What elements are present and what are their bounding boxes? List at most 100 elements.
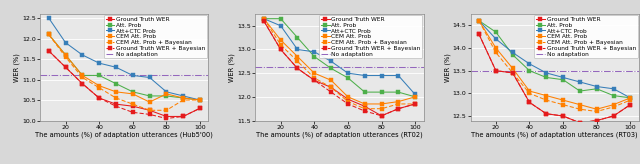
Att. Prob — [260, 18, 268, 20]
CEM Att. Prob — [327, 79, 335, 81]
Line: CEM Att. Prob: CEM Att. Prob — [477, 19, 632, 111]
Line: Ground Truth WER: Ground Truth WER — [262, 20, 417, 117]
CEM Att. Prob — [146, 101, 154, 103]
Y-axis label: WER (%): WER (%) — [14, 53, 20, 82]
Ground Truth WER + Bayesian — [146, 113, 154, 115]
Ground Truth WER + Bayesian — [576, 122, 584, 124]
CEM Att. Prob + Bayesian — [593, 111, 600, 113]
X-axis label: The amounts (%) of adaptation utterances (Hub5'00): The amounts (%) of adaptation utterances… — [35, 132, 213, 138]
Att+CTC Prob — [627, 97, 634, 99]
Att+CTC Prob — [361, 75, 369, 77]
CEM Att. Prob + Bayesian — [492, 51, 500, 53]
CEM Att. Prob — [361, 103, 369, 105]
CEM Att. Prob — [163, 93, 170, 95]
Line: Ground Truth WER + Bayesian: Ground Truth WER + Bayesian — [477, 33, 632, 124]
X-axis label: The amounts (%) of adaptation utterances (RT03): The amounts (%) of adaptation utterances… — [472, 132, 638, 138]
CEM Att. Prob + Bayesian — [45, 33, 52, 35]
Att. Prob — [509, 54, 516, 56]
Line: Att+CTC Prob: Att+CTC Prob — [477, 19, 632, 99]
Ground Truth WER + Bayesian — [294, 67, 301, 69]
CEM Att. Prob — [559, 99, 567, 101]
Line: Ground Truth WER: Ground Truth WER — [477, 33, 632, 124]
CEM Att. Prob — [378, 103, 385, 105]
CEM Att. Prob + Bayesian — [559, 104, 567, 106]
CEM Att. Prob + Bayesian — [260, 18, 268, 20]
No adaptation — [28, 74, 36, 76]
Ground Truth WER — [327, 86, 335, 88]
Att+CTC Prob — [112, 66, 120, 68]
Att. Prob — [576, 90, 584, 92]
Ground Truth WER + Bayesian — [492, 70, 500, 72]
Att. Prob — [45, 33, 52, 35]
No adaptation — [460, 70, 468, 72]
Att. Prob — [277, 18, 285, 20]
Ground Truth WER — [95, 97, 103, 99]
Att. Prob — [610, 95, 618, 97]
Att+CTC Prob — [394, 75, 402, 77]
CEM Att. Prob — [492, 47, 500, 49]
CEM Att. Prob + Bayesian — [627, 99, 634, 101]
CEM Att. Prob + Bayesian — [95, 87, 103, 89]
Ground Truth WER + Bayesian — [344, 103, 352, 105]
Ground Truth WER + Bayesian — [559, 115, 567, 117]
Att. Prob — [294, 37, 301, 39]
Att+CTC Prob — [129, 74, 136, 76]
CEM Att. Prob — [509, 67, 516, 69]
CEM Att. Prob + Bayesian — [79, 76, 86, 78]
CEM Att. Prob — [294, 56, 301, 58]
Att+CTC Prob — [95, 62, 103, 64]
CEM Att. Prob — [475, 20, 483, 22]
CEM Att. Prob — [277, 39, 285, 41]
Att. Prob — [310, 56, 318, 58]
Ground Truth WER + Bayesian — [310, 79, 318, 81]
CEM Att. Prob — [525, 90, 533, 92]
Att. Prob — [112, 83, 120, 85]
Att. Prob — [61, 54, 69, 56]
Y-axis label: WER (%): WER (%) — [229, 53, 236, 82]
Legend: Ground Truth WER, Att. Prob, Att+CTC Prob, CEM Att. Prob, CEM Att. Prob + Bayesi: Ground Truth WER, Att. Prob, Att+CTC Pro… — [104, 15, 207, 58]
Ground Truth WER + Bayesian — [509, 72, 516, 74]
Ground Truth WER + Bayesian — [361, 110, 369, 112]
Line: Ground Truth WER: Ground Truth WER — [47, 49, 202, 118]
Line: Ground Truth WER + Bayesian: Ground Truth WER + Bayesian — [262, 20, 417, 117]
CEM Att. Prob — [593, 108, 600, 110]
Ground Truth WER + Bayesian — [593, 120, 600, 122]
X-axis label: The amounts (%) of adaptation utterances (RT02): The amounts (%) of adaptation utterances… — [256, 132, 423, 138]
Ground Truth WER + Bayesian — [79, 83, 86, 85]
Att. Prob — [378, 91, 385, 93]
Att. Prob — [95, 74, 103, 76]
Ground Truth WER — [179, 115, 187, 117]
Ground Truth WER — [509, 72, 516, 74]
Ground Truth WER + Bayesian — [196, 107, 204, 109]
Ground Truth WER — [394, 108, 402, 110]
Ground Truth WER + Bayesian — [179, 115, 187, 117]
CEM Att. Prob — [61, 54, 69, 56]
Legend: Ground Truth WER, Att. Prob, Att+CTC Prob, CEM Att. Prob, CEM Att. Prob + Bayesi: Ground Truth WER, Att. Prob, Att+CTC Pro… — [319, 15, 422, 58]
CEM Att. Prob — [179, 97, 187, 99]
CEM Att. Prob + Bayesian — [344, 101, 352, 102]
Ground Truth WER — [412, 103, 419, 105]
CEM Att. Prob — [260, 18, 268, 20]
Ground Truth WER + Bayesian — [378, 115, 385, 117]
Ground Truth WER + Bayesian — [112, 105, 120, 107]
Att. Prob — [593, 88, 600, 90]
Att. Prob — [327, 67, 335, 69]
Att+CTC Prob — [45, 17, 52, 19]
CEM Att. Prob — [196, 99, 204, 101]
Ground Truth WER + Bayesian — [163, 117, 170, 119]
CEM Att. Prob + Bayesian — [129, 103, 136, 105]
Att+CTC Prob — [344, 72, 352, 74]
Ground Truth WER — [361, 105, 369, 107]
Ground Truth WER + Bayesian — [260, 20, 268, 22]
Att. Prob — [163, 95, 170, 97]
Line: Att+CTC Prob: Att+CTC Prob — [262, 17, 417, 96]
CEM Att. Prob + Bayesian — [378, 108, 385, 110]
Ground Truth WER — [112, 103, 120, 105]
Ground Truth WER + Bayesian — [394, 108, 402, 110]
CEM Att. Prob + Bayesian — [310, 77, 318, 79]
CEM Att. Prob + Bayesian — [196, 99, 204, 101]
CEM Att. Prob — [610, 104, 618, 106]
Ground Truth WER — [163, 115, 170, 117]
Line: CEM Att. Prob + Bayesian: CEM Att. Prob + Bayesian — [477, 19, 632, 113]
Ground Truth WER — [260, 20, 268, 22]
